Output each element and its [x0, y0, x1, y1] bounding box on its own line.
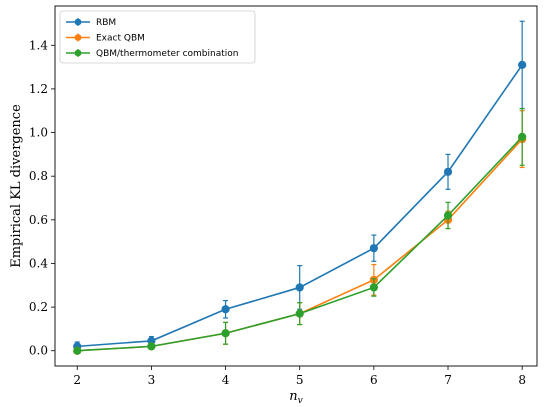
data-point: [295, 309, 304, 318]
axes: 2 3 4 5 6 7 8 0.0 0.2 0.4 0.6 0.8 1.0 1.2 1.4 nv Empiric…: [9, 5, 538, 406]
plot-frame: [54, 5, 538, 367]
legend-item-1: Exact QBM: [66, 33, 145, 44]
x-axis-label-main: n: [289, 389, 297, 404]
x-tick-label: 5: [296, 373, 304, 387]
data-point: [369, 244, 378, 253]
y-tick-label: 1.2: [29, 82, 48, 96]
data-point: [73, 346, 82, 355]
y-tick-label: 0.4: [29, 256, 48, 270]
y-tick-label: 0.2: [29, 300, 48, 314]
legend-marker: [74, 34, 82, 41]
data-point: [518, 132, 527, 142]
legend-box: [59, 10, 256, 64]
y-tick-label: 0.6: [29, 213, 48, 227]
legend-item-2: QBM/thermometer combination: [66, 49, 238, 59]
x-axis-label: nv: [289, 389, 302, 406]
data-point: [518, 60, 527, 70]
x-tick-label: 3: [148, 373, 156, 387]
legend-label: RBM: [96, 18, 116, 28]
legend-item-0: RBM: [66, 18, 116, 28]
data-point: [147, 342, 156, 351]
y-tick-label: 0.8: [29, 169, 48, 183]
x-tick-label: 6: [370, 373, 378, 387]
legend-marker: [74, 49, 82, 57]
y-axis-label: Empirical KL divergence: [9, 104, 24, 268]
x-tick-label: 4: [222, 373, 230, 387]
series-0: [73, 20, 527, 352]
x-axis-label-subscript: v: [298, 396, 303, 406]
legend-marker: [74, 18, 82, 26]
series-2: [73, 107, 527, 355]
y-tick-label: 1.0: [29, 126, 48, 140]
legend: RBM Exact QBM QBM/thermometer combination: [59, 10, 256, 64]
series-layer: [73, 20, 527, 355]
data-point: [221, 329, 230, 338]
y-tick-label: 0.0: [29, 344, 48, 358]
data-point: [443, 167, 453, 176]
y-tick-label: 1.4: [29, 38, 48, 52]
data-point: [369, 283, 378, 292]
legend-label: Exact QBM: [96, 34, 145, 44]
x-tick-label: 2: [73, 373, 81, 387]
x-tick-label: 7: [444, 373, 452, 387]
data-point: [443, 211, 453, 220]
legend-label: QBM/thermometer combination: [96, 49, 238, 59]
data-point: [295, 283, 304, 292]
x-tick-label: 8: [518, 373, 526, 387]
data-point: [221, 305, 230, 314]
